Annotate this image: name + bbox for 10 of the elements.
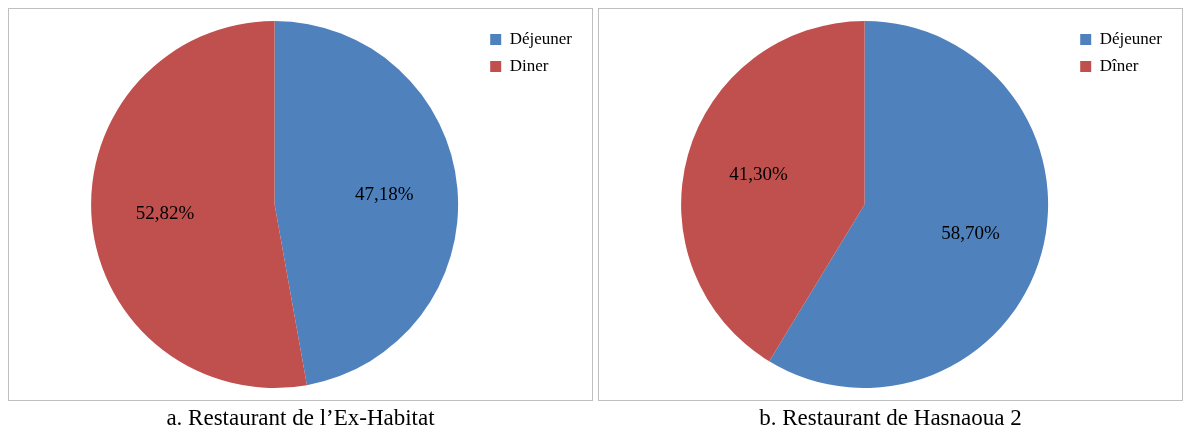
data-label: 58,70% [941, 222, 1001, 244]
text: b. Restaurant de Hasnaoua 2 [758, 405, 1023, 431]
legend-label: Déjeuner [1099, 28, 1163, 48]
text: a. Restaurant de l’Ex-Habitat [165, 405, 436, 431]
legend-label: Déjeuner [509, 28, 573, 48]
data-label: 47,18% [354, 182, 414, 204]
legend-label: Diner [509, 55, 549, 75]
data-label: 41,30% [729, 162, 789, 184]
legend-label: Dîner [1099, 55, 1139, 75]
data-label: 52,82% [135, 202, 195, 224]
